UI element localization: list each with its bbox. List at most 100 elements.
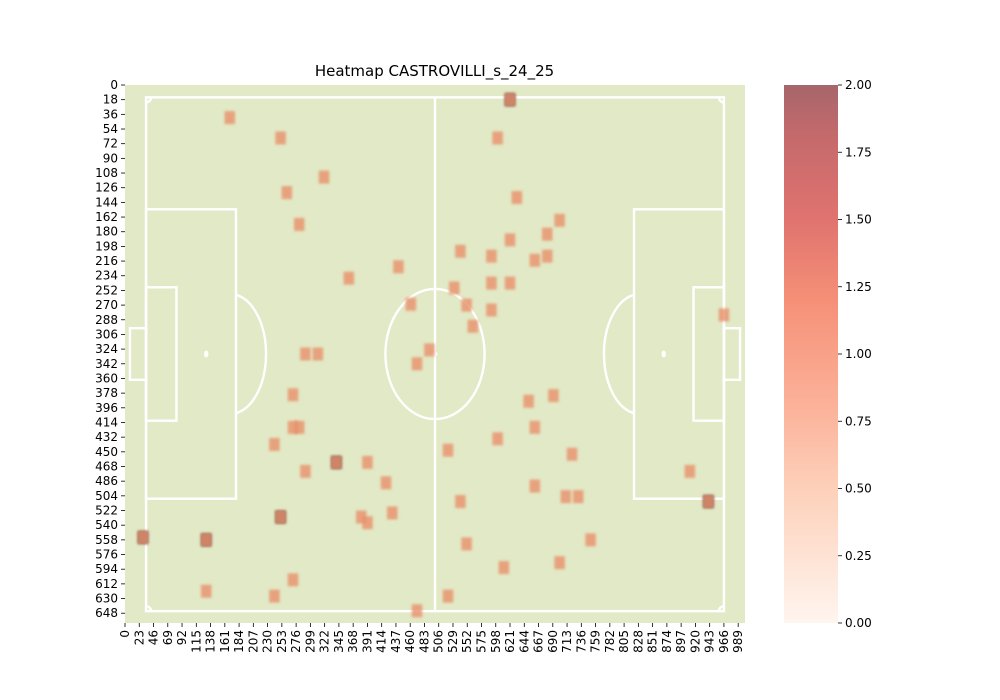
- x-axis: 0 23 46 69 92 115 138 161 184 207 230 253 276 299 322 3…: [118, 623, 745, 653]
- y-tick-label: 18: [103, 93, 118, 107]
- heat-cell: [718, 308, 730, 322]
- x-tick-label: 437: [389, 630, 403, 653]
- colorbar-tick-label: 1.50: [845, 213, 872, 227]
- x-tick-label: 690: [546, 630, 560, 653]
- colorbar-tick-label: 0.25: [845, 549, 872, 563]
- corner-arc: [717, 97, 725, 104]
- y-tick-label: 54: [103, 122, 118, 136]
- heat-cell: [529, 479, 541, 493]
- x-tick-label: 989: [731, 630, 745, 653]
- heat-cell: [393, 260, 404, 274]
- x-tick-label: 598: [489, 630, 503, 653]
- x-tick-label: 805: [617, 630, 631, 653]
- heat-cell: [355, 510, 367, 524]
- heat-events: [137, 93, 730, 618]
- heat-cell: [455, 244, 466, 258]
- y-tick-label: 504: [95, 489, 118, 503]
- heat-cell: [287, 573, 299, 587]
- y-tick-label: 162: [95, 210, 118, 224]
- heat-cell: [424, 343, 435, 357]
- x-tick-label: 759: [589, 630, 603, 653]
- heat-cell: [467, 319, 479, 333]
- heat-cell: [300, 464, 311, 478]
- heat-cell: [442, 443, 454, 457]
- x-tick-label: 483: [417, 630, 431, 653]
- y-tick-label: 144: [95, 195, 118, 209]
- colorbar-tick-label: 0.50: [845, 482, 872, 496]
- y-tick-label: 252: [95, 283, 118, 297]
- colorbar-tick-label: 1.25: [845, 280, 872, 294]
- y-tick-label: 108: [95, 166, 118, 180]
- x-tick-label: 828: [631, 630, 645, 653]
- heat-cell: [511, 190, 523, 204]
- x-tick-label: 506: [432, 630, 446, 653]
- center-circle: [384, 287, 486, 421]
- y-axis: 0183654729010812614416218019821623425227…: [95, 78, 125, 620]
- colorbar-gradient: [784, 85, 838, 623]
- heat-cell: [455, 495, 466, 509]
- x-tick-label: 345: [332, 630, 346, 653]
- heat-cell: [386, 506, 398, 520]
- corner-arc: [145, 604, 153, 612]
- heat-cell: [269, 437, 280, 451]
- colorbar-tick-label: 2.00: [845, 78, 872, 92]
- y-tick-label: 90: [103, 151, 118, 165]
- x-tick-label: 391: [360, 630, 374, 653]
- heat-cell: [442, 589, 454, 603]
- colorbar-tick-label: 0.75: [845, 414, 872, 428]
- heat-cell: [541, 249, 553, 263]
- colorbar: 0.00 0.25 0.50 0.75 1.00 1.25 1.50 1.75 2.00: [784, 78, 872, 630]
- heat-cell: [275, 131, 286, 145]
- heat-cell: [461, 298, 472, 312]
- heat-cell: [331, 455, 342, 469]
- x-tick-label: 414: [375, 630, 389, 653]
- heat-cell: [275, 510, 286, 524]
- heat-cell: [362, 516, 373, 530]
- corner-arc: [717, 604, 725, 612]
- heat-cell: [486, 276, 497, 290]
- y-tick-label: 486: [95, 474, 118, 488]
- colorbar-ticks: 0.00 0.25 0.50 0.75 1.00 1.25 1.50 1.75 2.00: [838, 78, 872, 630]
- x-tick-label: 368: [346, 630, 360, 653]
- heat-cell: [405, 297, 417, 311]
- x-tick-label: 851: [646, 630, 660, 653]
- heat-cell: [200, 584, 212, 598]
- heat-cell: [343, 271, 355, 285]
- x-tick-label: 253: [275, 630, 289, 653]
- y-tick-label: 216: [95, 254, 118, 268]
- y-tick-label: 540: [95, 518, 118, 532]
- heat-cell: [566, 447, 578, 461]
- heat-cell: [312, 347, 324, 361]
- y-tick-label: 576: [95, 548, 118, 562]
- y-tick-label: 558: [95, 533, 118, 547]
- corner-arc: [145, 97, 153, 104]
- heat-cell: [684, 464, 696, 478]
- y-tick-label: 378: [95, 386, 118, 400]
- heat-cell: [293, 420, 305, 434]
- right-goal: [722, 326, 742, 382]
- x-tick-label: 276: [289, 630, 303, 653]
- x-tick-label: 897: [674, 630, 688, 653]
- y-tick-label: 414: [95, 415, 118, 429]
- heat-cell: [224, 111, 236, 125]
- y-tick-label: 198: [95, 239, 118, 253]
- heat-cell: [137, 530, 149, 544]
- x-tick-label: 322: [318, 630, 332, 653]
- y-tick-label: 0: [110, 78, 118, 92]
- heat-cell: [529, 253, 541, 267]
- x-tick-label: 230: [261, 630, 275, 653]
- x-tick-label: 23: [132, 630, 146, 645]
- y-tick-label: 468: [95, 459, 118, 473]
- heat-cell: [548, 389, 559, 403]
- x-tick-label: 782: [603, 630, 617, 653]
- x-tick-label: 920: [688, 630, 702, 653]
- heat-cell: [529, 420, 541, 434]
- heat-cell: [362, 455, 373, 469]
- heat-cell: [200, 533, 212, 547]
- x-tick-label: 667: [532, 630, 546, 653]
- x-tick-label: 299: [303, 630, 317, 653]
- y-tick-label: 288: [95, 313, 118, 327]
- heat-cell: [448, 281, 460, 295]
- heat-cell: [504, 276, 516, 290]
